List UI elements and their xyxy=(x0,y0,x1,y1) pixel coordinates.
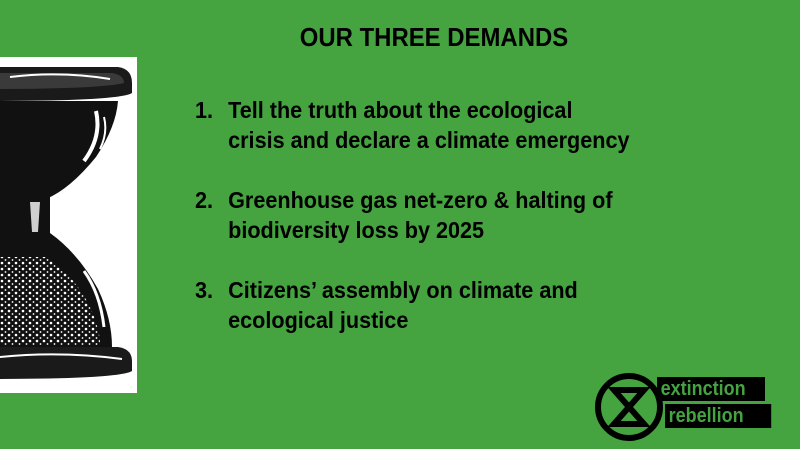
demand-number: 3. xyxy=(195,277,214,303)
demand-text: Greenhouse gas net-zero & halting of bio… xyxy=(228,187,613,243)
demand-number: 1. xyxy=(195,97,214,123)
demands-list: 1. Tell the truth about the ecological c… xyxy=(195,95,695,365)
demand-text: Tell the truth about the ecological cris… xyxy=(228,97,630,153)
demand-item-1: 1. Tell the truth about the ecological c… xyxy=(195,95,655,155)
extinction-symbol-icon xyxy=(595,373,663,441)
logo-word-rebellion: rebellion xyxy=(665,404,772,428)
slide-title: OUR THREE DEMANDS xyxy=(299,22,569,52)
demand-text: Citizens’ assembly on climate and ecolog… xyxy=(228,277,578,333)
hourglass-illustration xyxy=(0,57,137,393)
demand-item-2: 2. Greenhouse gas net-zero & halting of … xyxy=(195,185,655,245)
demand-item-3: 3. Citizens’ assembly on climate and eco… xyxy=(195,275,655,335)
logo-word-extinction: extinction xyxy=(657,377,765,401)
extinction-rebellion-logo: extinction rebellion xyxy=(657,377,782,431)
demand-number: 2. xyxy=(195,187,214,213)
hourglass-icon xyxy=(0,67,132,379)
